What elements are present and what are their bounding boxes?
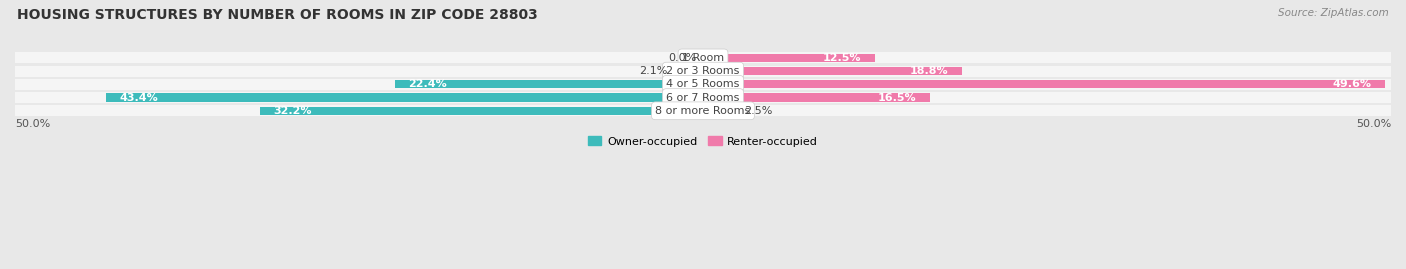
Text: 1 Room: 1 Room — [682, 53, 724, 63]
Bar — [15, 79, 1391, 90]
Text: 8 or more Rooms: 8 or more Rooms — [655, 106, 751, 116]
Bar — [15, 105, 1391, 116]
Legend: Owner-occupied, Renter-occupied: Owner-occupied, Renter-occupied — [583, 132, 823, 151]
Text: 43.4%: 43.4% — [120, 93, 159, 102]
Bar — [703, 80, 1385, 89]
Text: 32.2%: 32.2% — [274, 106, 312, 116]
Bar — [673, 67, 703, 75]
Text: 2 or 3 Rooms: 2 or 3 Rooms — [666, 66, 740, 76]
Text: Source: ZipAtlas.com: Source: ZipAtlas.com — [1278, 8, 1389, 18]
Bar — [703, 107, 737, 115]
Text: 0.0%: 0.0% — [668, 53, 696, 63]
Text: HOUSING STRUCTURES BY NUMBER OF ROOMS IN ZIP CODE 28803: HOUSING STRUCTURES BY NUMBER OF ROOMS IN… — [17, 8, 537, 22]
Text: 2.5%: 2.5% — [744, 106, 773, 116]
Bar — [15, 66, 1391, 77]
Text: 50.0%: 50.0% — [1355, 119, 1391, 129]
Text: 22.4%: 22.4% — [409, 79, 447, 89]
Text: 6 or 7 Rooms: 6 or 7 Rooms — [666, 93, 740, 102]
Text: 2.1%: 2.1% — [638, 66, 668, 76]
Bar — [15, 92, 1391, 103]
Bar — [703, 67, 962, 75]
Bar — [105, 93, 703, 102]
Bar — [260, 107, 703, 115]
Text: 50.0%: 50.0% — [15, 119, 51, 129]
Bar — [703, 93, 929, 102]
Bar — [15, 52, 1391, 63]
Text: 18.8%: 18.8% — [910, 66, 948, 76]
Text: 49.6%: 49.6% — [1333, 79, 1372, 89]
Text: 12.5%: 12.5% — [823, 53, 862, 63]
Text: 4 or 5 Rooms: 4 or 5 Rooms — [666, 79, 740, 89]
Bar — [703, 54, 875, 62]
Bar — [395, 80, 703, 89]
Text: 16.5%: 16.5% — [877, 93, 917, 102]
